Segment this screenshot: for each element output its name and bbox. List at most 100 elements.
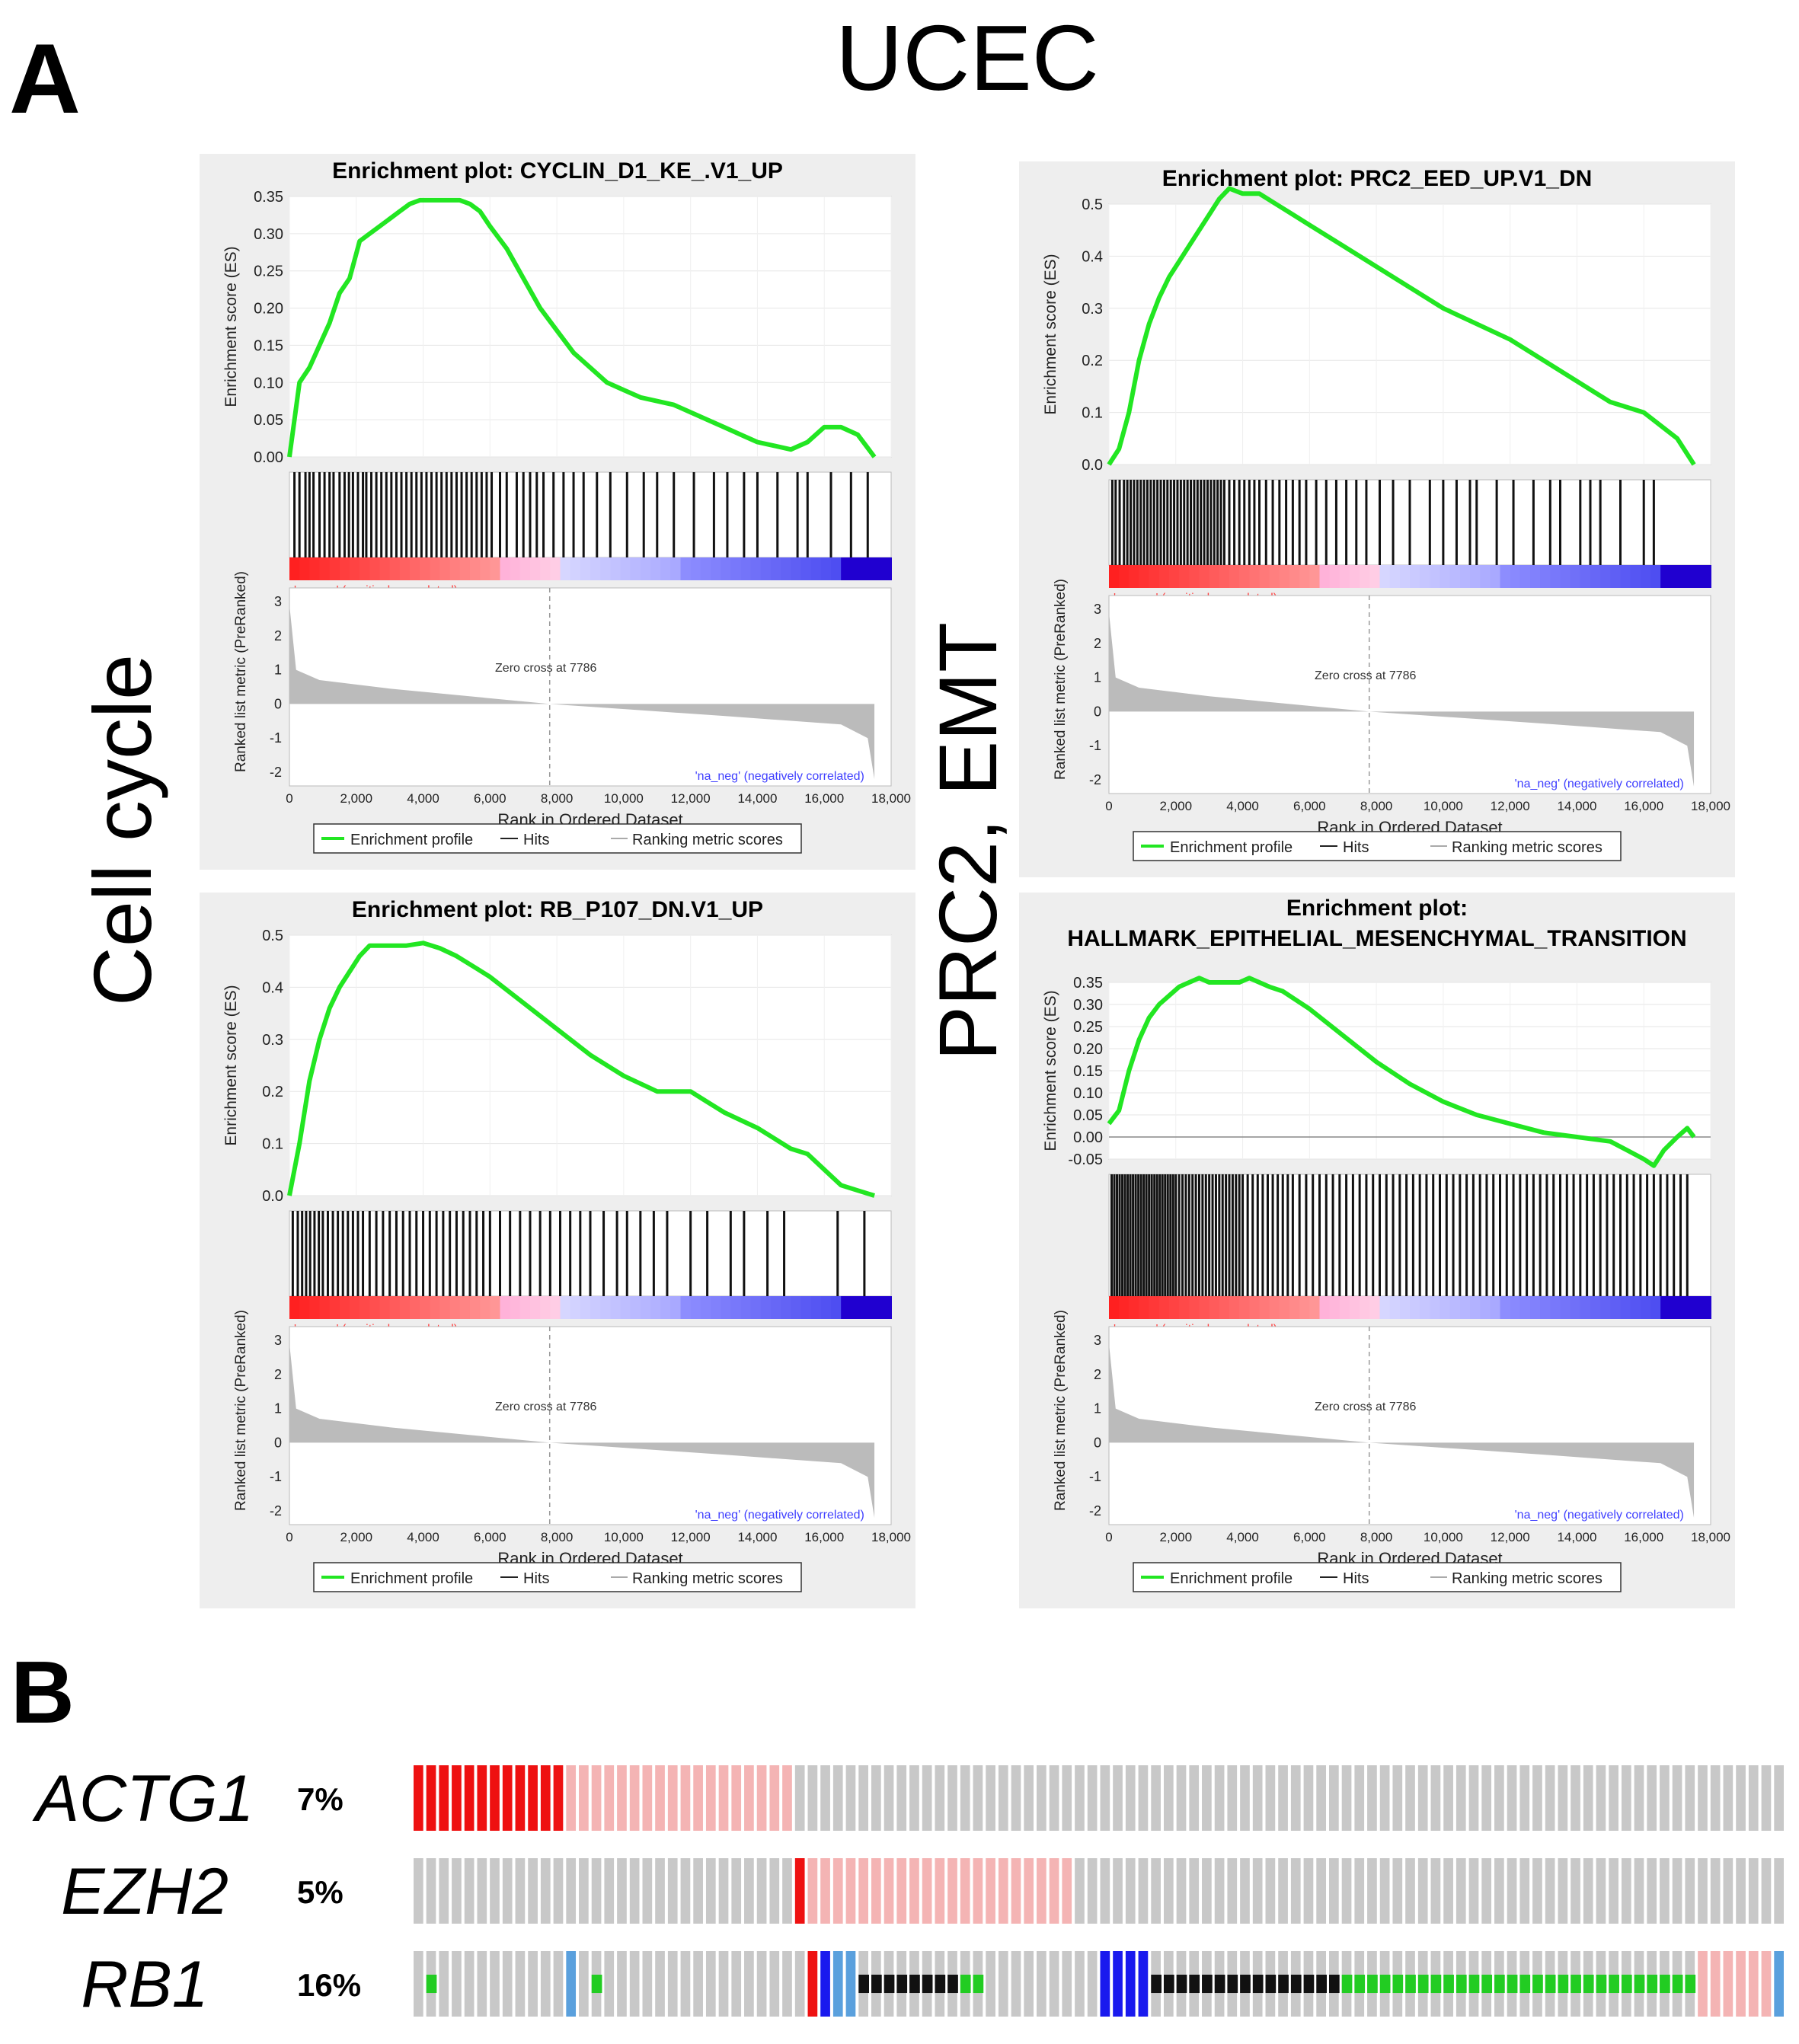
gsea-panel-3: Enrichment plot: RB_P107_DN.V1_UP 0.0 0.1 0… xyxy=(200,893,915,1608)
y-tick-label: 0.20 xyxy=(1073,1041,1103,1058)
sample-cell xyxy=(1736,1858,1746,1924)
rank-color-segment xyxy=(420,1296,431,1319)
rank-color-segment xyxy=(1610,1296,1622,1319)
rank-color-segment xyxy=(810,557,822,580)
sample-cell xyxy=(1024,1765,1034,1831)
gsea-panel-2: Enrichment plot: PRC2_EED_UP.V1_DN 0.0 0.1… xyxy=(1019,161,1735,877)
sample-cell xyxy=(1710,1765,1721,1831)
missense-mutation-mark xyxy=(1507,1974,1518,1994)
sample-cell xyxy=(807,1858,818,1924)
sample-cell xyxy=(820,1765,830,1831)
rank-color-segment xyxy=(740,557,752,580)
x-tick-label: 10,000 xyxy=(1424,1530,1463,1544)
sample-cell xyxy=(1761,1951,1772,2017)
rank-color-segment xyxy=(519,1296,531,1319)
rank-color-segment xyxy=(771,1296,782,1319)
truncating-mutation-mark xyxy=(1316,1974,1327,1994)
rank-color-segment xyxy=(550,557,561,580)
rank-color-segment xyxy=(1369,1296,1381,1319)
metric-plot-area xyxy=(1108,1326,1711,1525)
rank-color-segment xyxy=(851,557,862,580)
rank-color-segment xyxy=(1149,565,1160,588)
legend-metric-label: Ranking metric scores xyxy=(632,832,783,848)
sample-cell xyxy=(1163,1858,1174,1924)
rank-color-segment xyxy=(1269,565,1280,588)
sample-cell xyxy=(1685,1858,1695,1924)
sample-cell xyxy=(579,1765,589,1831)
sample-cell xyxy=(540,1858,551,1924)
rank-color-segment xyxy=(449,1296,461,1319)
rank-color-segment xyxy=(650,1296,662,1319)
missense-mutation-mark xyxy=(1545,1974,1556,1994)
metric-tick-label: 0 xyxy=(1094,1435,1101,1450)
rank-color-segment xyxy=(1420,565,1431,588)
rank-color-segment xyxy=(540,1296,551,1319)
missense-mutation-mark xyxy=(1354,1974,1366,1994)
sample-cell xyxy=(756,1765,767,1831)
rank-color-segment xyxy=(630,1296,641,1319)
sample-cell xyxy=(960,1765,970,1831)
y-tick-label: 0.2 xyxy=(262,1084,283,1100)
rank-color-segment xyxy=(880,1296,892,1319)
sample-cell xyxy=(1532,1858,1542,1924)
rank-color-segment xyxy=(519,557,531,580)
rank-color-segment xyxy=(781,1296,792,1319)
missense-mutation-mark xyxy=(1379,1974,1391,1994)
sample-cell xyxy=(832,1858,843,1924)
rank-color-segment xyxy=(1459,1296,1471,1319)
sample-cell xyxy=(871,1765,881,1831)
truncating-mutation-mark xyxy=(1202,1974,1213,1994)
zero-cross-label: Zero cross at 7786 xyxy=(1315,669,1417,682)
metric-plot-area xyxy=(1108,595,1711,794)
metric-tick-label: -1 xyxy=(1089,1469,1101,1484)
sample-cell xyxy=(1202,1858,1212,1924)
sample-cell xyxy=(1519,1765,1530,1831)
sample-cell xyxy=(1011,1951,1021,2017)
rank-color-segment xyxy=(379,557,391,580)
sample-cell xyxy=(490,1765,500,1831)
sample-cell xyxy=(1748,1765,1759,1831)
sample-cell xyxy=(1011,1858,1021,1924)
sample-cell xyxy=(998,1858,1008,1924)
sample-cell xyxy=(1011,1765,1021,1831)
sample-cell xyxy=(1024,1951,1034,2017)
rank-color-segment xyxy=(1139,565,1150,588)
sample-cell xyxy=(769,1765,780,1831)
sample-cell xyxy=(1227,1765,1238,1831)
sample-cell xyxy=(1176,1765,1187,1831)
rank-color-segment xyxy=(1189,565,1200,588)
sample-cell xyxy=(617,1951,627,2017)
sample-cell xyxy=(1468,1765,1479,1831)
rank-color-segment xyxy=(1430,565,1441,588)
sample-cell xyxy=(756,1858,767,1924)
rank-color-segment xyxy=(1490,1296,1501,1319)
sample-cell xyxy=(515,1765,526,1831)
x-tick-label: 0 xyxy=(286,1530,292,1544)
rank-color-segment xyxy=(1650,1296,1662,1319)
sample-cell xyxy=(1571,1765,1580,1831)
oncoprint: ACTG1 7% EZH2 5% RB1 16% xyxy=(32,1762,1784,2021)
group-left-label: Cell cycle xyxy=(76,654,168,1006)
legend-profile-label: Enrichment profile xyxy=(350,1570,473,1587)
sample-cell xyxy=(1596,1765,1606,1831)
sample-cell xyxy=(1685,1765,1695,1831)
missense-mutation-mark xyxy=(1660,1974,1670,1994)
x-tick-label: 14,000 xyxy=(1557,799,1596,813)
sample-cell xyxy=(1100,1765,1110,1831)
rank-color-segment xyxy=(711,557,722,580)
rank-color-segment xyxy=(791,1296,802,1319)
rank-color-segment xyxy=(289,557,301,580)
sample-cell xyxy=(731,1858,742,1924)
legend-profile-label: Enrichment profile xyxy=(1170,1570,1293,1587)
sample-cell xyxy=(452,1765,462,1831)
rank-color-segment xyxy=(1630,565,1641,588)
x-tick-label: 2,000 xyxy=(340,1530,373,1544)
rank-color-segment xyxy=(1119,1296,1130,1319)
rank-color-segment xyxy=(1620,565,1631,588)
es-plot-area xyxy=(289,934,892,1196)
sample-cell xyxy=(553,1951,564,2017)
rank-color-segment xyxy=(1510,565,1521,588)
panel-b-label: B xyxy=(11,1643,75,1742)
x-tick-label: 14,000 xyxy=(1557,1530,1596,1544)
truncating-mutation-mark xyxy=(858,1974,869,1994)
